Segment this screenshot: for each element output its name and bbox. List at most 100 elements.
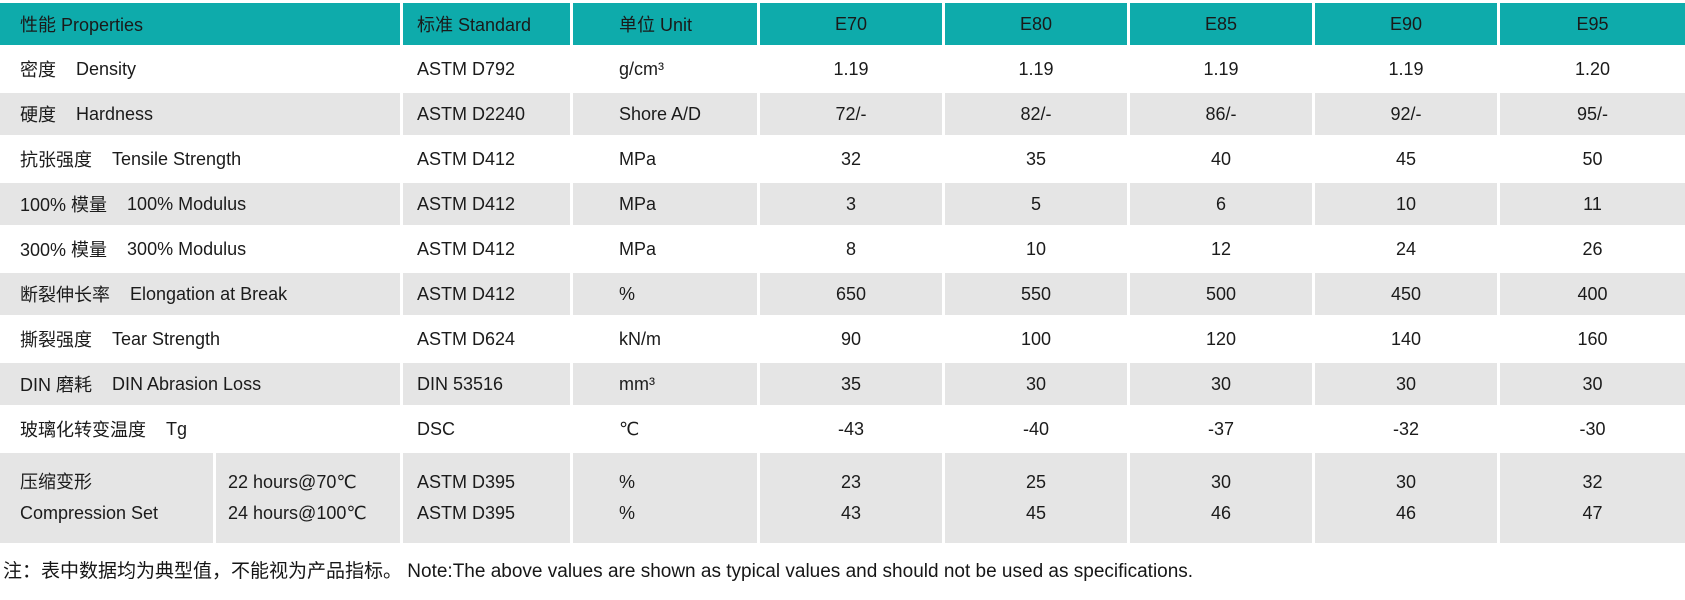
header-grade-e80: E80 bbox=[945, 3, 1127, 45]
table-body: 密度 Density ASTM D792 g/cm³ 1.19 1.19 1.19 1.19 1… bbox=[0, 48, 1685, 450]
standard-cell: ASTM D395 ASTM D395 bbox=[403, 453, 570, 543]
value-cell: 3 bbox=[760, 183, 942, 225]
value-cell: -43 bbox=[760, 408, 942, 450]
value-cell: 72/- bbox=[760, 93, 942, 135]
header-grade-e85: E85 bbox=[1130, 3, 1312, 45]
material-properties-datasheet: 性能 Properties 标准 Standard 单位 Unit E70 E8… bbox=[0, 3, 1685, 582]
standard-cell: ASTM D2240 bbox=[403, 93, 570, 135]
table-row: DIN 磨耗 DIN Abrasion Loss DIN 53516 mm³ 35 30 3… bbox=[0, 363, 1685, 405]
table-row: 抗张强度 Tensile Strength ASTM D412 MPa 32 35 40 45… bbox=[0, 138, 1685, 180]
value-cell: 6 bbox=[1130, 183, 1312, 225]
property-name-en: Tear Strength bbox=[112, 328, 221, 349]
value-cell: 1.19 bbox=[945, 48, 1127, 90]
unit-cell: g/cm³ bbox=[573, 48, 757, 90]
value-cell: 120 bbox=[1130, 318, 1312, 360]
standard-cell: ASTM D412 bbox=[403, 228, 570, 270]
property-name-cn: 撕裂强度 bbox=[20, 330, 92, 350]
property-name-en: Tg bbox=[166, 418, 188, 439]
property-name-cell: 撕裂强度 Tear Strength bbox=[0, 318, 400, 360]
value-line: 47 bbox=[1582, 503, 1603, 523]
value-cell: 30 bbox=[1315, 363, 1497, 405]
condition-line: 24 hours@100℃ bbox=[228, 503, 367, 523]
value-line: 45 bbox=[1025, 503, 1047, 523]
table-row: 撕裂强度 Tear Strength ASTM D624 kN/m 90 100 120 14… bbox=[0, 318, 1685, 360]
unit-line: % bbox=[619, 503, 636, 523]
property-name-cell: 100% 模量 100% Modulus bbox=[0, 183, 400, 225]
value-cell: 160 bbox=[1500, 318, 1685, 360]
value-cell: 450 bbox=[1315, 273, 1497, 315]
table-row: 玻璃化转变温度 Tg DSC ℃ -43 -40 -37 -32 -30 bbox=[0, 408, 1685, 450]
value-line: 30 bbox=[1210, 472, 1232, 492]
value-cell: 11 bbox=[1500, 183, 1685, 225]
table-row-compression-set: 压缩变形 Compression Set 22 hours@70℃ 24 hou… bbox=[0, 453, 1685, 543]
standard-cell: ASTM D412 bbox=[403, 138, 570, 180]
property-name-en: Compression Set bbox=[20, 503, 159, 523]
value-line: 46 bbox=[1210, 503, 1232, 523]
property-name-en: Hardness bbox=[76, 103, 154, 124]
value-cell: 100 bbox=[945, 318, 1127, 360]
value-cell: 35 bbox=[760, 363, 942, 405]
value-cell: -32 bbox=[1315, 408, 1497, 450]
value-cell: 82/- bbox=[945, 93, 1127, 135]
value-cell: 95/- bbox=[1500, 93, 1685, 135]
value-cell: 550 bbox=[945, 273, 1127, 315]
property-name-en: Elongation at Break bbox=[130, 283, 288, 304]
value-cell: 23 43 bbox=[760, 453, 942, 543]
property-name-cn: 断裂伸长率 bbox=[20, 285, 110, 305]
value-cell: 50 bbox=[1500, 138, 1685, 180]
property-name-en: 100% Modulus bbox=[127, 193, 247, 214]
unit-line: % bbox=[619, 472, 636, 492]
property-name-en: 300% Modulus bbox=[127, 238, 247, 259]
value-cell: 1.20 bbox=[1500, 48, 1685, 90]
value-cell: 400 bbox=[1500, 273, 1685, 315]
header-properties: 性能 Properties bbox=[0, 3, 400, 45]
property-name-cell: 玻璃化转变温度 Tg bbox=[0, 408, 400, 450]
standard-cell: ASTM D624 bbox=[403, 318, 570, 360]
property-name-cell: 密度 Density bbox=[0, 48, 400, 90]
value-cell: 45 bbox=[1315, 138, 1497, 180]
standard-cell: ASTM D412 bbox=[403, 183, 570, 225]
value-cell: 92/- bbox=[1315, 93, 1497, 135]
table-row: 密度 Density ASTM D792 g/cm³ 1.19 1.19 1.19 1.19 1… bbox=[0, 48, 1685, 90]
value-cell: 5 bbox=[945, 183, 1127, 225]
property-name-cell: 300% 模量 300% Modulus bbox=[0, 228, 400, 270]
property-name-cn: 压缩变形 bbox=[20, 472, 92, 492]
value-cell: 1.19 bbox=[760, 48, 942, 90]
value-cell: 25 45 bbox=[945, 453, 1127, 543]
value-cell: 1.19 bbox=[1315, 48, 1497, 90]
value-cell: 40 bbox=[1130, 138, 1312, 180]
property-name-cell: 断裂伸长率 Elongation at Break bbox=[0, 273, 400, 315]
value-line: 30 bbox=[1395, 472, 1417, 492]
unit-cell: mm³ bbox=[573, 363, 757, 405]
standard-cell: ASTM D792 bbox=[403, 48, 570, 90]
value-cell: 8 bbox=[760, 228, 942, 270]
property-name-cn: 玻璃化转变温度 bbox=[20, 420, 146, 440]
value-cell: 90 bbox=[760, 318, 942, 360]
value-cell: 30 bbox=[945, 363, 1127, 405]
property-name-en: DIN Abrasion Loss bbox=[112, 373, 262, 394]
value-cell: 10 bbox=[945, 228, 1127, 270]
condition-line: 22 hours@70℃ bbox=[228, 472, 357, 492]
value-cell: -37 bbox=[1130, 408, 1312, 450]
table-row: 断裂伸长率 Elongation at Break ASTM D412% 650 550… bbox=[0, 273, 1685, 315]
property-name-cell: 压缩变形 Compression Set bbox=[0, 453, 213, 543]
property-name-en: Density bbox=[76, 58, 137, 79]
value-cell: -40 bbox=[945, 408, 1127, 450]
table-header-row: 性能 Properties 标准 Standard 单位 Unit E70 E8… bbox=[0, 3, 1685, 45]
standard-cell: ASTM D412 bbox=[403, 273, 570, 315]
value-cell: 32 47 bbox=[1500, 453, 1685, 543]
value-cell: 1.19 bbox=[1130, 48, 1312, 90]
value-cell: 26 bbox=[1500, 228, 1685, 270]
value-line: 23 bbox=[840, 472, 862, 492]
value-cell: 12 bbox=[1130, 228, 1312, 270]
unit-cell: MPa bbox=[573, 183, 757, 225]
value-cell: -30 bbox=[1500, 408, 1685, 450]
property-name-cell: 硬度 Hardness bbox=[0, 93, 400, 135]
header-standard: 标准 Standard bbox=[403, 3, 570, 45]
unit-cell: MPa bbox=[573, 228, 757, 270]
header-grade-e95: E95 bbox=[1500, 3, 1685, 45]
unit-cell: kN/m bbox=[573, 318, 757, 360]
table-row: 100% 模量 100% Modulus ASTM D412 MPa 3 5 6 10 11 bbox=[0, 183, 1685, 225]
value-cell: 24 bbox=[1315, 228, 1497, 270]
footnote: 注：表中数据均为典型值，不能视为产品指标。 Note:The above val… bbox=[3, 561, 1194, 582]
